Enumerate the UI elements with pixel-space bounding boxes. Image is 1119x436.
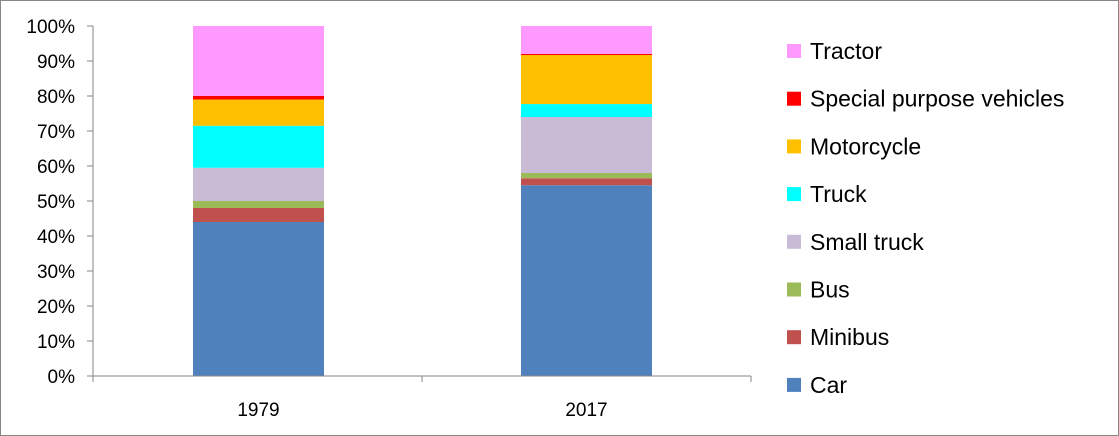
legend-swatch-tractor <box>787 44 801 58</box>
bar-segment-small-truck-2017 <box>521 117 652 173</box>
bar-segment-truck-1979 <box>193 125 324 168</box>
bar-segment-bus-1979 <box>193 201 324 208</box>
y-tick-label: 10% <box>37 332 75 353</box>
bar-segment-motorcycle-1979 <box>193 99 324 126</box>
bar-segment-car-1979 <box>193 222 324 376</box>
x-category-label-1979: 1979 <box>237 400 279 421</box>
y-tick-label: 80% <box>37 87 75 108</box>
legend: Tractor Special purpose vehicles Motorcycl… <box>787 38 1064 398</box>
legend-swatch-small-truck <box>787 234 801 249</box>
x-axis: 1979 2017 <box>92 375 752 421</box>
bar-segment-special-purpose-vehicles-1979 <box>193 96 324 100</box>
legend-swatch-truck <box>787 187 801 202</box>
bar-segment-bus-2017 <box>521 173 652 179</box>
legend-label-small-truck: Small truck <box>810 229 924 255</box>
legend-swatch-minibus <box>787 330 801 345</box>
legend-label-bus: Bus <box>810 277 850 303</box>
plot-area <box>193 26 652 376</box>
x-category-label-2017: 2017 <box>565 400 607 421</box>
y-tick-label: 70% <box>37 122 75 143</box>
legend-swatch-car <box>787 377 801 392</box>
legend-swatch-motorcycle <box>787 139 801 154</box>
y-tick-label: 60% <box>37 157 75 178</box>
bar-segment-small-truck-1979 <box>193 167 324 201</box>
bar-segment-minibus-2017 <box>521 178 652 186</box>
legend-label-minibus: Minibus <box>810 324 889 350</box>
bar-segment-tractor-1979 <box>193 26 324 96</box>
y-tick-label: 0% <box>48 367 76 388</box>
legend-label-tractor: Tractor <box>810 38 882 64</box>
bar-segment-truck-2017 <box>521 104 652 117</box>
y-tick-label: 30% <box>37 262 75 283</box>
y-tick-label: 20% <box>37 297 75 318</box>
legend-label-car: Car <box>810 372 847 398</box>
y-tick-label: 40% <box>37 227 75 248</box>
bar-segment-car-2017 <box>521 185 652 376</box>
bar-segment-special-purpose-vehicles-2017 <box>521 54 652 56</box>
y-axis: 0% 10% 20% 30% 40% 50% 60% 70% 80% 90% 100% <box>26 17 94 388</box>
y-tick-label: 100% <box>26 17 75 38</box>
legend-label-truck: Truck <box>810 181 867 207</box>
legend-swatch-bus <box>787 282 801 297</box>
y-tick-label: 50% <box>37 192 75 213</box>
legend-label-special-purpose-vehicles: Special purpose vehicles <box>810 86 1064 112</box>
legend-swatch-special-purpose-vehicles <box>787 91 801 106</box>
bar-segment-tractor-2017 <box>521 26 652 54</box>
legend-label-motorcycle: Motorcycle <box>810 133 921 159</box>
y-tick-label: 90% <box>37 52 75 73</box>
bar-segment-minibus-1979 <box>193 208 324 222</box>
bar-segment-motorcycle-2017 <box>521 55 652 105</box>
